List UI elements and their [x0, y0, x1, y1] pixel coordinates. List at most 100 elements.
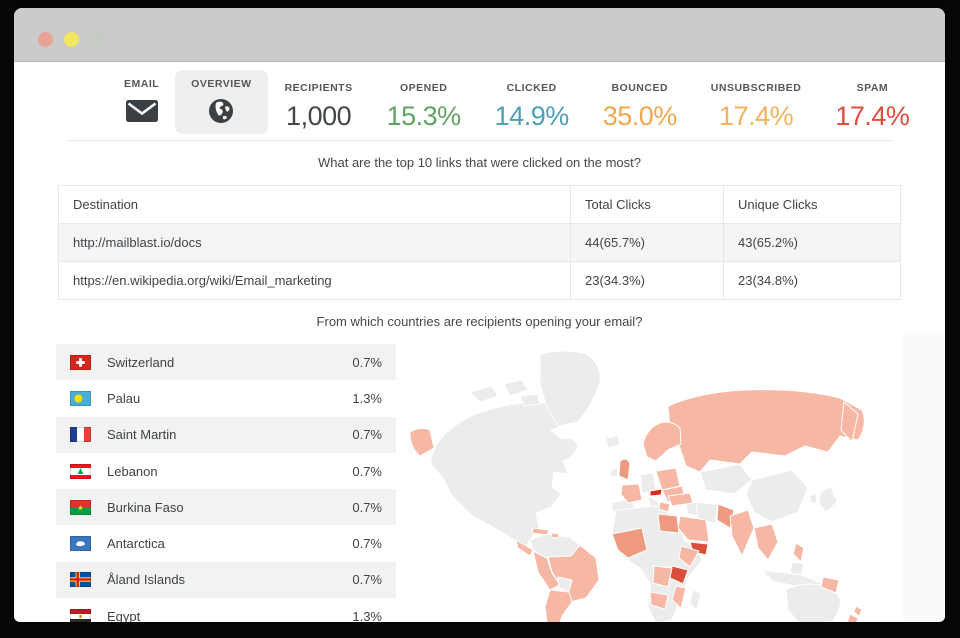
map-greenland — [539, 350, 601, 427]
country-percent: 1.3% — [352, 390, 382, 406]
stat-value: 1,000 — [286, 101, 352, 131]
country-name: Switzerland — [107, 354, 175, 370]
column-header: Total Clicks — [570, 185, 724, 224]
tab-label: OVERVIEW — [191, 78, 252, 90]
minimize-window-button[interactable] — [64, 32, 79, 47]
map-west-africa — [611, 527, 648, 559]
tab-email[interactable]: EMAIL — [108, 70, 175, 134]
country-name: Egypt — [107, 608, 141, 622]
countries-question: From which countries are recipients open… — [316, 314, 643, 329]
top-links-table: Destination Total Clicks Unique Clicks htt… — [58, 185, 901, 300]
stat-value: 14.9% — [494, 101, 570, 131]
flag-pw-icon — [70, 390, 91, 406]
country-name: Antarctica — [107, 536, 165, 552]
flag-aq-icon — [70, 536, 91, 552]
stat-label: CLICKED — [506, 82, 557, 94]
stat-value: 17.4% — [719, 101, 794, 131]
report-content: EMAIL OVERVIEW RECIPIENTS 1,000 OPENED 15.3% C… — [14, 62, 945, 622]
country-name: Burkina Faso — [107, 499, 184, 515]
table-row: http://mailblast.io/docs 44(65.7%) 43(65.2… — [58, 223, 901, 262]
header-divider — [68, 140, 892, 141]
tab-overview[interactable]: OVERVIEW — [175, 70, 268, 134]
map-alaska — [409, 427, 435, 457]
flag-bf-icon — [70, 499, 91, 515]
stat-opened: OPENED 15.3% — [370, 70, 478, 130]
map-russia — [667, 389, 865, 473]
country-row: Lebanon 0.7% — [56, 453, 396, 489]
stat-label: SPAM — [856, 82, 889, 94]
stat-bounced: BOUNCED 35.0% — [586, 70, 694, 130]
stat-label: RECIPIENTS — [284, 82, 353, 94]
map-argentina — [544, 589, 573, 622]
unique-clicks-cell: 23(34.8%) — [723, 261, 901, 300]
campaign-stats-bar: EMAIL OVERVIEW RECIPIENTS 1,000 OPENED 15.3% C… — [14, 62, 945, 140]
stat-value: 15.3% — [386, 101, 462, 131]
map-brazil — [547, 544, 600, 603]
flag-ax-icon — [70, 572, 91, 588]
country-row: Antarctica 0.7% — [56, 525, 396, 561]
total-clicks-cell: 23(34.3%) — [570, 261, 724, 300]
country-percent: 0.7% — [352, 427, 382, 443]
stat-label: OPENED — [399, 82, 448, 94]
flag-ch-icon — [70, 354, 91, 370]
country-list: Switzerland 0.7% Palau 1.3% Saint Martin 0.7%… — [56, 344, 396, 622]
total-clicks-cell: 44(65.7%) — [570, 223, 724, 262]
country-name: Saint Martin — [107, 427, 177, 443]
map-new-guinea — [820, 576, 840, 594]
tab-label: EMAIL — [124, 78, 160, 90]
column-header: Unique Clicks — [723, 185, 901, 224]
stat-value: 17.4% — [835, 101, 910, 131]
country-name: Lebanon — [107, 463, 158, 479]
stat-label: BOUNCED — [611, 82, 669, 94]
links-question: What are the top 10 links that were clic… — [317, 155, 641, 170]
country-percent: 0.7% — [352, 354, 382, 370]
country-row: Åland Islands 0.7% — [56, 561, 396, 599]
country-row: Egypt 1.3% — [56, 598, 396, 622]
map-uk — [618, 458, 631, 481]
world-choropleth-map — [400, 344, 903, 622]
table-header-row: Destination Total Clicks Unique Clicks — [58, 185, 901, 224]
country-percent: 0.7% — [352, 572, 382, 588]
stat-spam: SPAM 17.4% — [818, 70, 926, 130]
map-australia — [785, 583, 842, 622]
app-window: EMAIL OVERVIEW RECIPIENTS 1,000 OPENED 15.3% C… — [14, 8, 945, 622]
map-scandinavia — [642, 421, 682, 462]
map-north-america — [429, 402, 579, 555]
map-central-asia — [699, 463, 753, 495]
stat-label: UNSUBSCRIBED — [710, 82, 802, 94]
country-percent: 0.7% — [352, 536, 382, 552]
map-china — [745, 469, 809, 523]
column-header: Destination — [58, 185, 571, 224]
flag-eg-icon — [70, 608, 91, 622]
map-austria — [649, 488, 663, 497]
maximize-window-button[interactable] — [90, 32, 105, 47]
stat-recipients: RECIPIENTS 1,000 — [268, 70, 370, 130]
country-percent: 0.7% — [352, 499, 382, 515]
flag-lb-icon — [70, 463, 91, 479]
map-egypt — [657, 513, 680, 534]
window-titlebar — [14, 8, 945, 62]
right-gutter — [903, 335, 945, 621]
map-india — [729, 509, 755, 557]
country-percent: 0.7% — [352, 463, 382, 479]
stat-unsubscribed: UNSUBSCRIBED 17.4% — [694, 70, 819, 130]
country-name: Åland Islands — [107, 572, 186, 588]
destination-cell[interactable]: https://en.wikipedia.org/wiki/Email_mark… — [58, 261, 571, 300]
close-window-button[interactable] — [38, 32, 53, 47]
table-row: https://en.wikipedia.org/wiki/Email_mark… — [58, 261, 901, 300]
country-row: Saint Martin 0.7% — [56, 416, 396, 453]
world-map-svg — [409, 350, 865, 622]
country-row: Palau 1.3% — [56, 380, 396, 416]
envelope-icon — [125, 98, 158, 124]
country-row: Burkina Faso 0.7% — [56, 489, 396, 526]
country-percent: 1.3% — [352, 608, 382, 622]
map-new-zealand — [847, 613, 859, 622]
unique-clicks-cell: 43(65.2%) — [723, 223, 901, 262]
country-row: Switzerland 0.7% — [56, 344, 396, 381]
stat-clicked: CLICKED 14.9% — [478, 70, 586, 130]
destination-cell[interactable]: http://mailblast.io/docs — [58, 223, 571, 262]
country-name: Palau — [107, 390, 141, 406]
countries-section: Switzerland 0.7% Palau 1.3% Saint Martin 0.7%… — [14, 335, 945, 622]
flag-mf-icon — [70, 427, 91, 443]
stat-value: 35.0% — [602, 101, 678, 131]
